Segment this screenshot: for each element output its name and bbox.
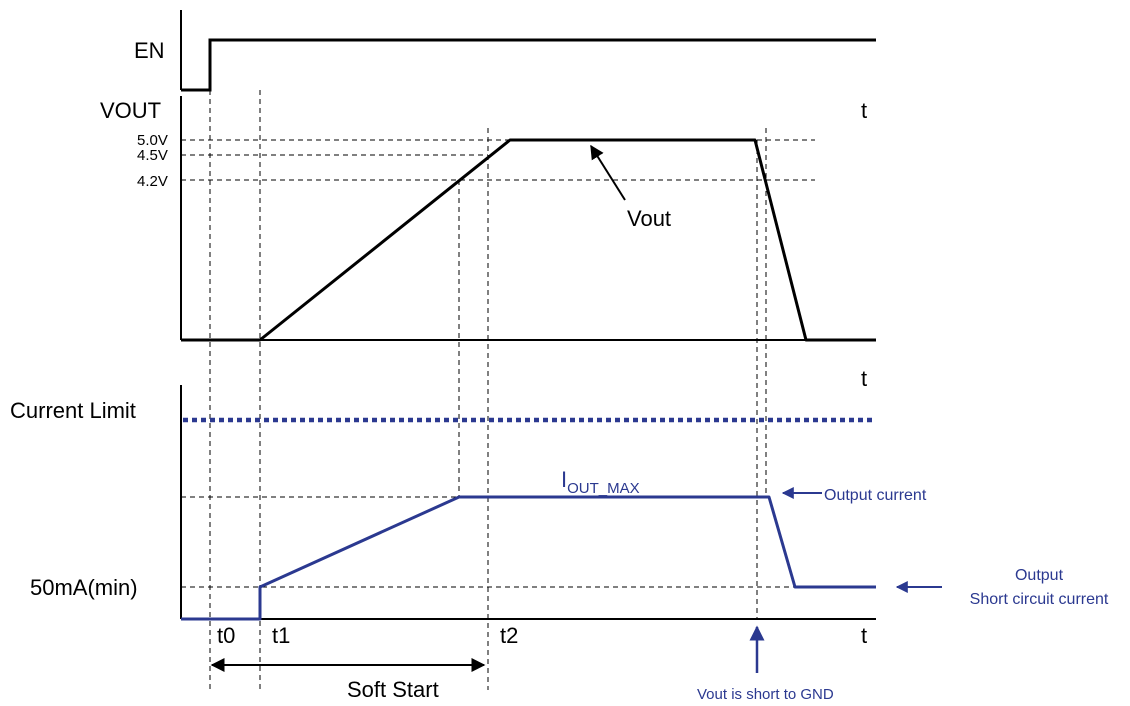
en-signal [181,38,876,92]
vout-curve-label: Vout [627,206,671,231]
v45-label: 4.5V [137,147,168,164]
current-waveform [181,495,876,621]
v42-label: 4.2V [137,173,168,190]
t0-label: t0 [217,623,235,648]
t-label-bottom: t [861,623,867,648]
t2-label: t2 [500,623,518,648]
soft-start-label: Soft Start [347,677,439,702]
v50-label: 5.0V [137,132,168,149]
t-label-mid: t [861,366,867,391]
time-markers [209,90,767,690]
vout-short-label: Vout is short to GND [697,686,834,703]
iout-max-subscript: OUT_MAX [567,480,640,497]
vout-axis-label: VOUT [100,98,161,123]
short-current-label-line1: Output [1015,567,1064,584]
vout-pointer-arrow [590,144,626,201]
output-current-label: Output current [824,487,927,504]
reference-lines [181,139,815,588]
iout-max-label: IOUT_MAX [561,467,640,497]
en-label: EN [134,38,165,63]
t1-label: t1 [272,623,290,648]
min-current-label: 50mA(min) [30,575,138,600]
t-label-top: t [861,98,867,123]
current-limit-label: Current Limit [10,398,136,423]
vout-waveform [181,138,876,342]
short-current-label-line2: Short circuit current [970,591,1109,608]
